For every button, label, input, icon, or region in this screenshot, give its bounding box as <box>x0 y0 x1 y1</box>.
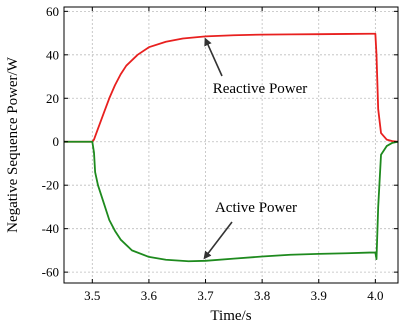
series-group <box>64 32 399 263</box>
grid <box>64 7 398 283</box>
annotation-arrow-reactive <box>204 37 223 77</box>
annotation-arrow-active <box>203 221 233 260</box>
y-tick-label: 40 <box>46 47 59 62</box>
y-tick-label: -20 <box>42 178 59 193</box>
series-line-active-power <box>64 140 399 263</box>
y-tick-label: -40 <box>42 221 59 236</box>
x-tick-label: 3.8 <box>254 288 270 303</box>
x-tick-label: 3.5 <box>84 288 100 303</box>
x-tick-label: 4.0 <box>367 288 383 303</box>
y-tick-label: 60 <box>46 4 59 19</box>
y-axis-title: Negative Sequence Power/W <box>5 56 21 233</box>
x-tick-label: 3.6 <box>141 288 158 303</box>
x-tick-label: 3.9 <box>311 288 327 303</box>
x-axis-title: Time/s <box>210 308 251 324</box>
y-tick-label: -60 <box>42 265 59 280</box>
annotation-reactive-power: Reactive Power <box>213 81 308 97</box>
axes: 3.5 3.6 3.7 3.8 3.9 4.0 60 40 20 0 -20 -40 -60 Time/s… <box>5 4 399 324</box>
series-line-reactive-power <box>64 32 399 143</box>
annotation-active-power: Active Power <box>215 200 297 216</box>
annotations: Reactive Power Active Power <box>203 37 308 260</box>
y-tick-label: 0 <box>53 134 60 149</box>
plot-frame <box>63 6 399 284</box>
y-tick-label: 20 <box>46 91 59 106</box>
x-tick-label: 3.7 <box>197 288 214 303</box>
